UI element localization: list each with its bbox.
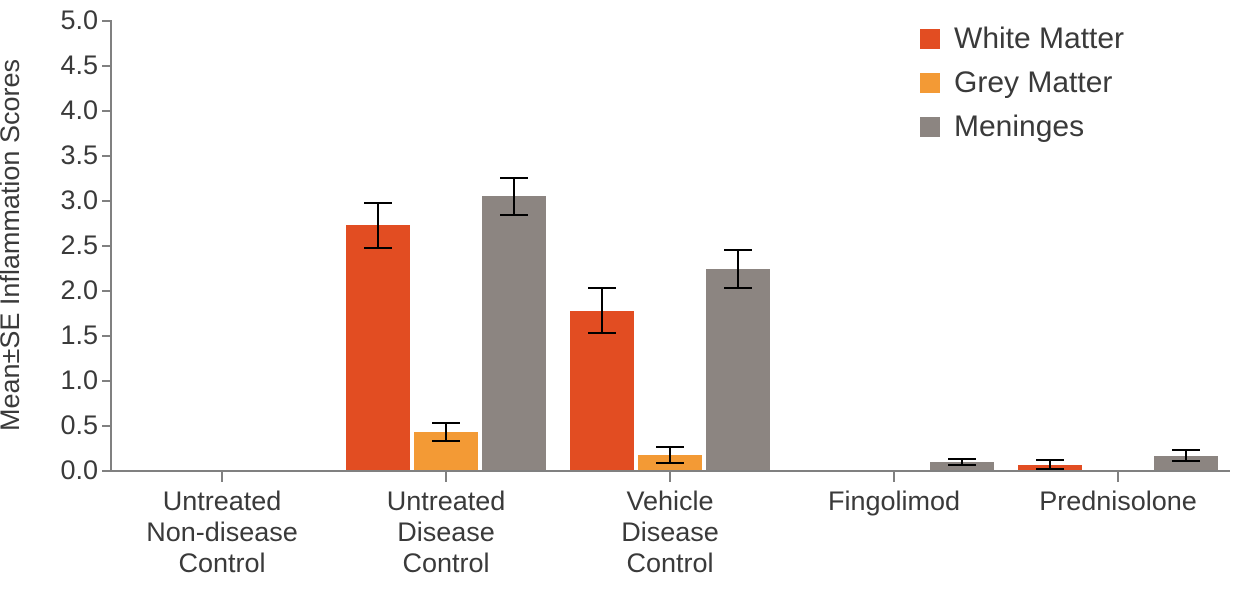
- x-tick-mark: [445, 472, 447, 482]
- error-cap-top: [432, 422, 460, 424]
- x-tick-mark: [669, 472, 671, 482]
- legend-swatch: [920, 73, 940, 93]
- error-cap-top: [1172, 449, 1200, 451]
- legend-label: Meninges: [954, 110, 1084, 145]
- legend-swatch: [920, 117, 940, 137]
- x-category-label: Prednisolone: [1006, 486, 1230, 517]
- x-tick-mark: [221, 472, 223, 482]
- error-cap-top: [1036, 459, 1064, 461]
- y-tick-label: 3.0: [60, 185, 98, 216]
- error-cap-bottom: [948, 464, 976, 466]
- y-tick-label: 2.5: [60, 230, 98, 261]
- y-tick-label: 1.0: [60, 365, 98, 396]
- y-tick-label: 0.0: [60, 455, 98, 486]
- error-stem: [445, 423, 447, 441]
- error-cap-bottom: [500, 214, 528, 216]
- y-tick-label: 3.5: [60, 140, 98, 171]
- error-cap-top: [724, 249, 752, 251]
- y-tick-label: 4.5: [60, 50, 98, 81]
- error-stem: [601, 288, 603, 333]
- x-tick-mark: [1117, 472, 1119, 482]
- bar-white_matter: [346, 225, 410, 470]
- error-cap-top: [948, 458, 976, 460]
- error-cap-bottom: [432, 440, 460, 442]
- y-axis-title: Mean±SE Inflammation Scores: [0, 59, 26, 431]
- error-cap-top: [364, 202, 392, 204]
- y-tick-label: 4.0: [60, 95, 98, 126]
- x-category-label: Vehicle Disease Control: [558, 486, 782, 579]
- error-stem: [513, 178, 515, 216]
- error-cap-bottom: [1172, 460, 1200, 462]
- error-stem: [669, 447, 671, 463]
- error-stem: [737, 250, 739, 288]
- x-category-label: Fingolimod: [782, 486, 1006, 517]
- error-cap-bottom: [588, 332, 616, 334]
- error-cap-top: [656, 446, 684, 448]
- y-tick-mark: [102, 110, 110, 112]
- y-tick-mark: [102, 155, 110, 157]
- legend-label: White Matter: [954, 22, 1124, 57]
- x-tick-mark: [893, 472, 895, 482]
- y-tick-mark: [102, 65, 110, 67]
- y-tick-mark: [102, 425, 110, 427]
- legend-label: Grey Matter: [954, 66, 1112, 101]
- y-tick-mark: [102, 380, 110, 382]
- y-tick-mark: [102, 200, 110, 202]
- y-tick-mark: [102, 20, 110, 22]
- x-category-label: Untreated Non-disease Control: [110, 486, 334, 579]
- inflammation-bar-chart: 0.0 0.5 1.0 1.5 2.0 2.5 3.0 3.5 4.0 4.5 5.0 Mean±SE…: [0, 0, 1241, 593]
- x-category-label: Untreated Disease Control: [334, 486, 558, 579]
- bar-meninges: [706, 269, 770, 470]
- error-cap-bottom: [364, 247, 392, 249]
- y-axis-line: [110, 20, 112, 470]
- y-tick-label: 2.0: [60, 275, 98, 306]
- error-cap-top: [500, 177, 528, 179]
- y-tick-mark: [102, 335, 110, 337]
- y-tick-mark: [102, 290, 110, 292]
- error-cap-bottom: [656, 462, 684, 464]
- error-stem: [377, 203, 379, 248]
- y-tick-mark: [102, 245, 110, 247]
- y-tick-label: 5.0: [60, 5, 98, 36]
- bar-meninges: [482, 196, 546, 470]
- legend-swatch: [920, 29, 940, 49]
- error-cap-bottom: [724, 287, 752, 289]
- y-tick-mark: [102, 470, 110, 472]
- y-tick-label: 0.5: [60, 410, 98, 441]
- y-tick-label: 1.5: [60, 320, 98, 351]
- error-cap-bottom: [1036, 468, 1064, 470]
- error-cap-top: [588, 287, 616, 289]
- bar-white_matter: [570, 311, 634, 470]
